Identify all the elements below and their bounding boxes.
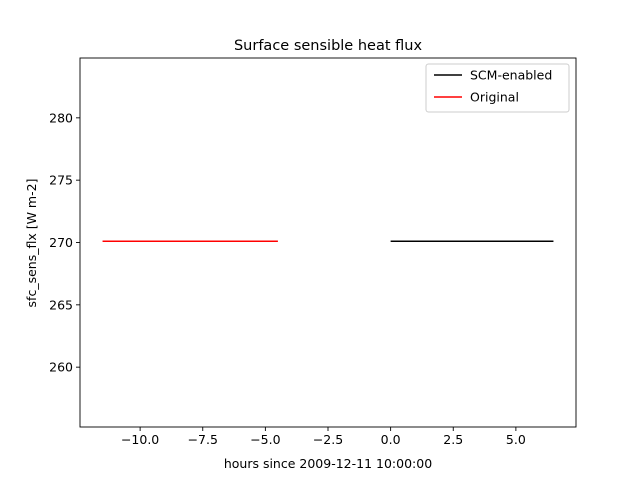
x-tick-label: 5.0 — [506, 432, 526, 447]
y-axis-label: sfc_sens_flx [W m-2] — [24, 179, 39, 308]
legend-label: SCM-enabled — [470, 68, 552, 83]
chart-title: Surface sensible heat flux — [234, 38, 422, 54]
legend-box — [425, 63, 570, 113]
x-tick-label: −10.0 — [121, 432, 159, 447]
x-axis-label: hours since 2009-12-11 10:00:00 — [224, 456, 432, 471]
x-tick-label: −5.0 — [250, 432, 280, 447]
x-tick-label: 0.0 — [381, 432, 401, 447]
x-tick-label: −2.5 — [313, 432, 343, 447]
plot-layer: −10.0 −7.5 −5.0 −2.5 0.0 2.5 5.0 260 265 270 275 28… — [49, 57, 577, 447]
legend-label: Original — [470, 90, 519, 105]
x-tick-label: 2.5 — [443, 432, 463, 447]
y-tick-label: 265 — [49, 297, 73, 312]
plot-frame — [79, 57, 577, 428]
y-tick-label: 280 — [49, 110, 73, 125]
y-tick-label: 275 — [49, 173, 73, 188]
legend: SCM-enabled Original — [425, 63, 570, 113]
y-tick-label: 260 — [49, 360, 73, 375]
x-tick-label: −7.5 — [188, 432, 218, 447]
y-tick-label: 270 — [49, 235, 73, 250]
